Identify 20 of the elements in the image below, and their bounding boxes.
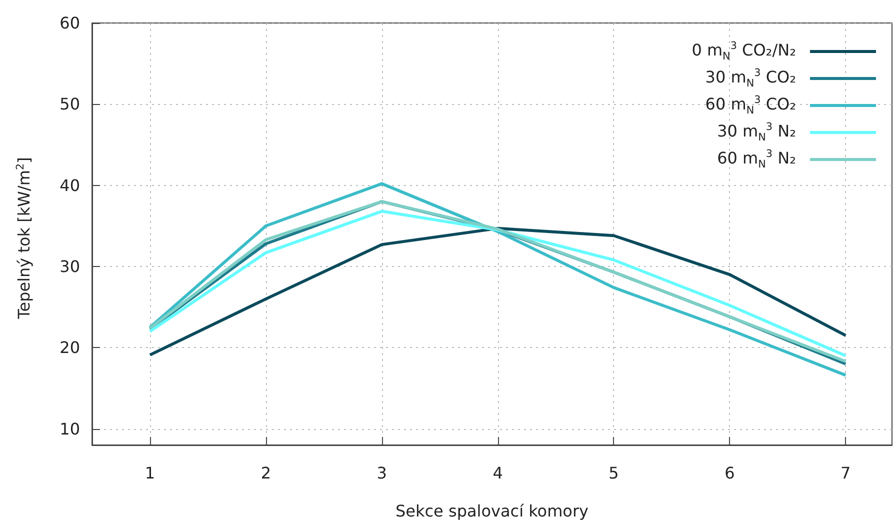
x-tick-label: 6 (724, 464, 735, 482)
line-series (148, 182, 848, 377)
x-tick-label: 2 (260, 464, 272, 482)
x-tick-label: 7 (840, 464, 851, 482)
y-tick-label: 20 (60, 338, 80, 358)
x-tick-label: 1 (144, 464, 156, 482)
y-tick-label: 30 (60, 256, 80, 276)
x-axis-title: Sekce spalovací komory (395, 502, 589, 520)
legend-label: 30 m$_{N}$$^{3}$ N₂ (717, 121, 796, 144)
y-tick-label: 60 (60, 14, 80, 32)
legend-label: 60 m$_{N}$$^{3}$ N₂ (717, 148, 796, 171)
y-tick-label: 40 (60, 176, 80, 195)
y-tick-label: 10 (60, 419, 80, 438)
y-tick-label: 50 (60, 94, 80, 114)
x-tick-label: 4 (492, 464, 503, 482)
x-tick-label: 5 (608, 464, 619, 482)
legend-label: 30 m$_{N}$$^{3}$ CO₂ (705, 67, 796, 90)
x-tick-label: 3 (376, 464, 387, 482)
legend-label: 0 m$_{N}$$^{3}$ CO₂/N₂ (692, 40, 796, 63)
legend-label: 60 m$_{N}$$^{3}$ CO₂ (705, 94, 796, 117)
